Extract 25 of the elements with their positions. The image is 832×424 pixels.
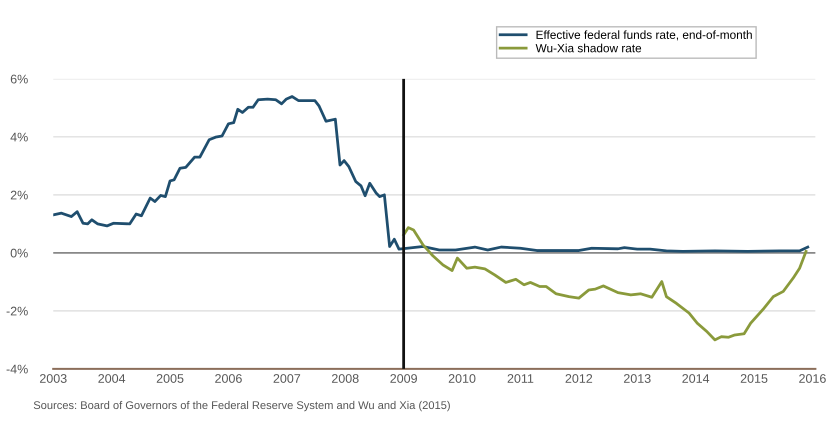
x-tick-label: 2016 (799, 374, 826, 383)
x-tick-label: 2011 (508, 374, 534, 383)
legend-label: Effective federal funds rate, end-of-month (536, 30, 752, 40)
x-tick-label: 2008 (332, 374, 359, 383)
x-tick-label: 2007 (274, 374, 300, 383)
x-tick-label: 2003 (40, 374, 67, 383)
x-tick-label: 2009 (390, 374, 417, 383)
x-tick-label: 2010 (448, 374, 476, 383)
source-note: Sources: Board of Governors of the Federal Reserve System and Wu and Xia (2015) (34, 400, 450, 412)
line-series (402, 226, 808, 342)
y-tick-label: 2% (10, 190, 28, 200)
x-tick-label: 2005 (156, 374, 184, 383)
x-tick-label: 2015 (740, 374, 768, 383)
y-tick-label: 0% (10, 248, 28, 258)
x-tick-label: 2013 (624, 374, 651, 383)
y-tick-label: 6% (10, 74, 28, 84)
x-tick-label: 2006 (215, 374, 242, 383)
x-tick-label: 2014 (682, 374, 710, 383)
line-series (53, 95, 810, 253)
legend-label: Wu-Xia shadow rate (536, 44, 642, 52)
y-tick-label: -4% (6, 364, 28, 374)
y-tick-label: 4% (10, 132, 28, 142)
x-tick-label: 2004 (98, 374, 126, 383)
y-tick-label: -2% (6, 306, 28, 316)
x-tick-label: 2012 (566, 374, 592, 383)
